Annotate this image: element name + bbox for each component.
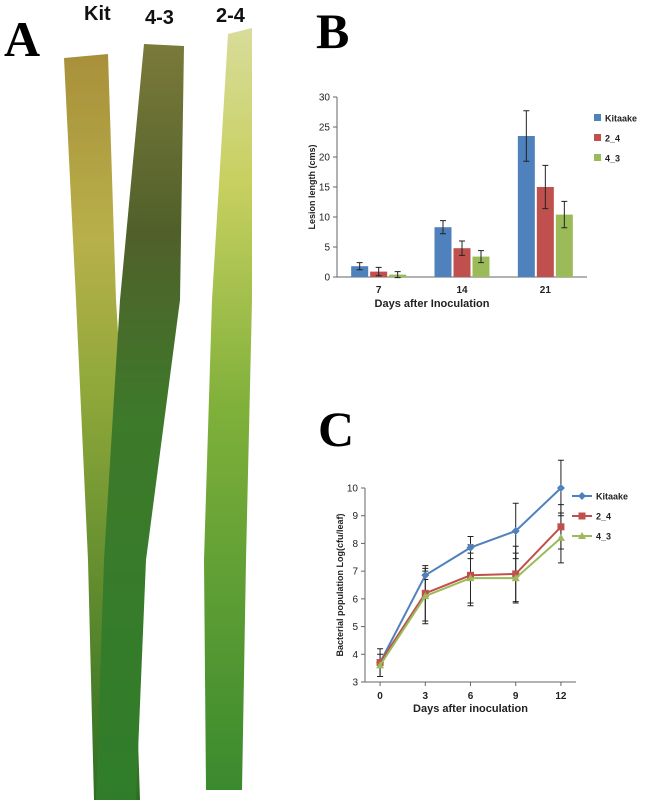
x-tick-label: 0	[377, 691, 383, 702]
y-tick-label: 9	[352, 511, 358, 522]
x-tick-label: 3	[423, 691, 429, 702]
error-bar	[542, 164, 549, 210]
y-tick-label: 5	[352, 622, 358, 633]
point	[511, 526, 520, 535]
point	[511, 574, 520, 582]
leaf-label: Kit	[84, 3, 111, 25]
x-tick-label: 7	[376, 285, 382, 296]
bar	[517, 136, 535, 277]
y-tick-label: 4	[352, 650, 358, 661]
panel-label: C	[318, 401, 354, 457]
legend-marker	[578, 512, 586, 520]
error-bar	[561, 200, 568, 229]
x-tick-label: 6	[468, 691, 474, 702]
x-axis-label: Days after Inoculation	[375, 298, 490, 310]
panel-label: A	[4, 11, 40, 67]
y-tick-label: 8	[352, 539, 358, 550]
legend-swatch	[594, 134, 601, 141]
y-tick-label: 3	[352, 678, 358, 689]
legend-marker	[578, 532, 586, 539]
y-tick-label: 10	[347, 484, 359, 495]
y-axis-label: Lesion length (cms)	[307, 144, 317, 229]
y-tick-label: 20	[319, 153, 331, 164]
bar	[536, 187, 554, 277]
leaf-photo	[204, 28, 252, 790]
x-axis-label: Days after inoculation	[413, 703, 528, 715]
y-axis-label: Bacterial population Log(cfu/leaf)	[335, 513, 345, 656]
point	[376, 661, 385, 669]
error-bar	[356, 262, 363, 271]
legend-label: Kitaake	[605, 114, 637, 124]
y-tick-label: 15	[319, 183, 331, 194]
y-tick-label: 30	[319, 93, 331, 104]
legend-label: 4_3	[605, 154, 620, 164]
legend-label: 4_3	[596, 532, 611, 542]
error-bar	[440, 220, 446, 235]
x-tick-label: 12	[555, 691, 567, 702]
x-tick-label: 9	[513, 691, 519, 702]
bar	[434, 227, 452, 277]
point	[466, 574, 475, 582]
legend-marker	[578, 492, 586, 500]
error-bar	[394, 271, 401, 279]
point	[556, 484, 565, 492]
bar	[351, 266, 369, 277]
y-tick-label: 7	[352, 567, 358, 578]
leaf-label: 2-4	[216, 5, 246, 27]
y-tick-label: 10	[319, 213, 331, 224]
y-tick-label: 5	[324, 243, 330, 254]
error-bar	[375, 266, 382, 277]
error-bar	[478, 250, 484, 264]
error-bar	[459, 240, 465, 256]
bar	[453, 248, 471, 277]
point	[421, 592, 430, 600]
point	[557, 523, 565, 531]
legend-label: Kitaake	[596, 492, 628, 502]
point	[466, 543, 475, 552]
point	[421, 571, 430, 580]
y-tick-label: 25	[319, 123, 331, 134]
bar	[555, 214, 573, 277]
y-tick-label: 0	[324, 273, 330, 284]
panel-label: B	[316, 3, 349, 59]
leaf-label: 4-3	[145, 7, 174, 29]
legend-label: 2_4	[596, 512, 611, 522]
error-bar	[523, 110, 530, 162]
x-tick-label: 14	[456, 285, 468, 296]
bar	[472, 256, 490, 277]
x-tick-label: 21	[540, 285, 552, 296]
y-tick-label: 6	[352, 594, 358, 605]
legend-swatch	[594, 154, 601, 161]
leaf-photo	[96, 44, 184, 800]
legend-swatch	[594, 114, 601, 121]
legend-label: 2_4	[605, 134, 620, 144]
point	[556, 533, 565, 541]
